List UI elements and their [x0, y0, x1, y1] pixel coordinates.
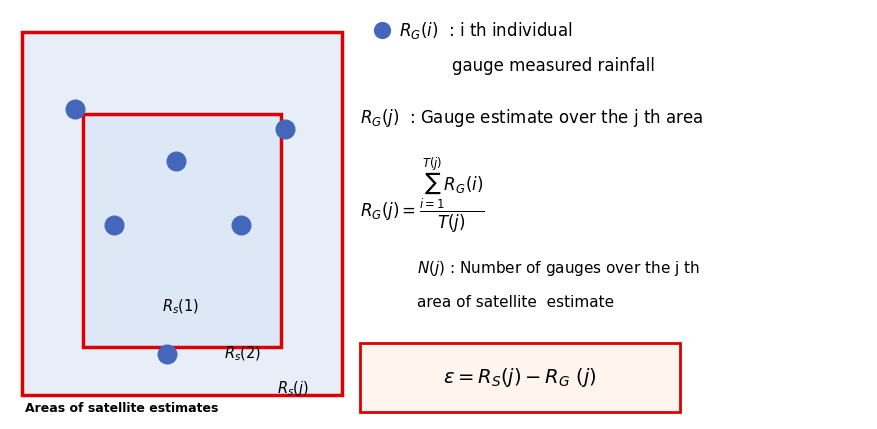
Point	[68, 106, 82, 112]
Text: Areas of satellite estimates: Areas of satellite estimates	[25, 402, 217, 415]
Text: $R_G(j)$  : Gauge estimate over the j th area: $R_G(j)$ : Gauge estimate over the j th …	[360, 107, 702, 129]
Text: $N(j)$ : Number of gauges over the j th: $N(j)$ : Number of gauges over the j th	[417, 259, 699, 278]
Point	[168, 148, 182, 155]
Text: area of satellite  estimate: area of satellite estimate	[417, 295, 614, 310]
Text: $R_G(i)$  : i th individual: $R_G(i)$ : i th individual	[399, 20, 573, 40]
Point	[278, 122, 292, 129]
Text: $R_G(j){=}\dfrac{\sum_{i=1}^{T(j)} R_G(i)}{T(j)}$: $R_G(j){=}\dfrac{\sum_{i=1}^{T(j)} R_G(i…	[360, 156, 484, 235]
Text: $R_s(2)$: $R_s(2)$	[224, 345, 261, 363]
FancyBboxPatch shape	[22, 32, 342, 395]
FancyBboxPatch shape	[83, 114, 281, 347]
Point	[107, 202, 121, 209]
Point	[374, 39, 389, 46]
Text: $R_s(1)$: $R_s(1)$	[162, 298, 200, 316]
Text: gauge measured rainfall: gauge measured rainfall	[452, 57, 654, 76]
FancyBboxPatch shape	[360, 343, 680, 412]
Text: $\varepsilon = R_S(j) - R_G\ (j)$: $\varepsilon = R_S(j) - R_G\ (j)$	[442, 366, 596, 389]
Point	[234, 202, 248, 209]
Point	[160, 309, 174, 316]
Text: $R_s(j)$: $R_s(j)$	[276, 379, 309, 398]
